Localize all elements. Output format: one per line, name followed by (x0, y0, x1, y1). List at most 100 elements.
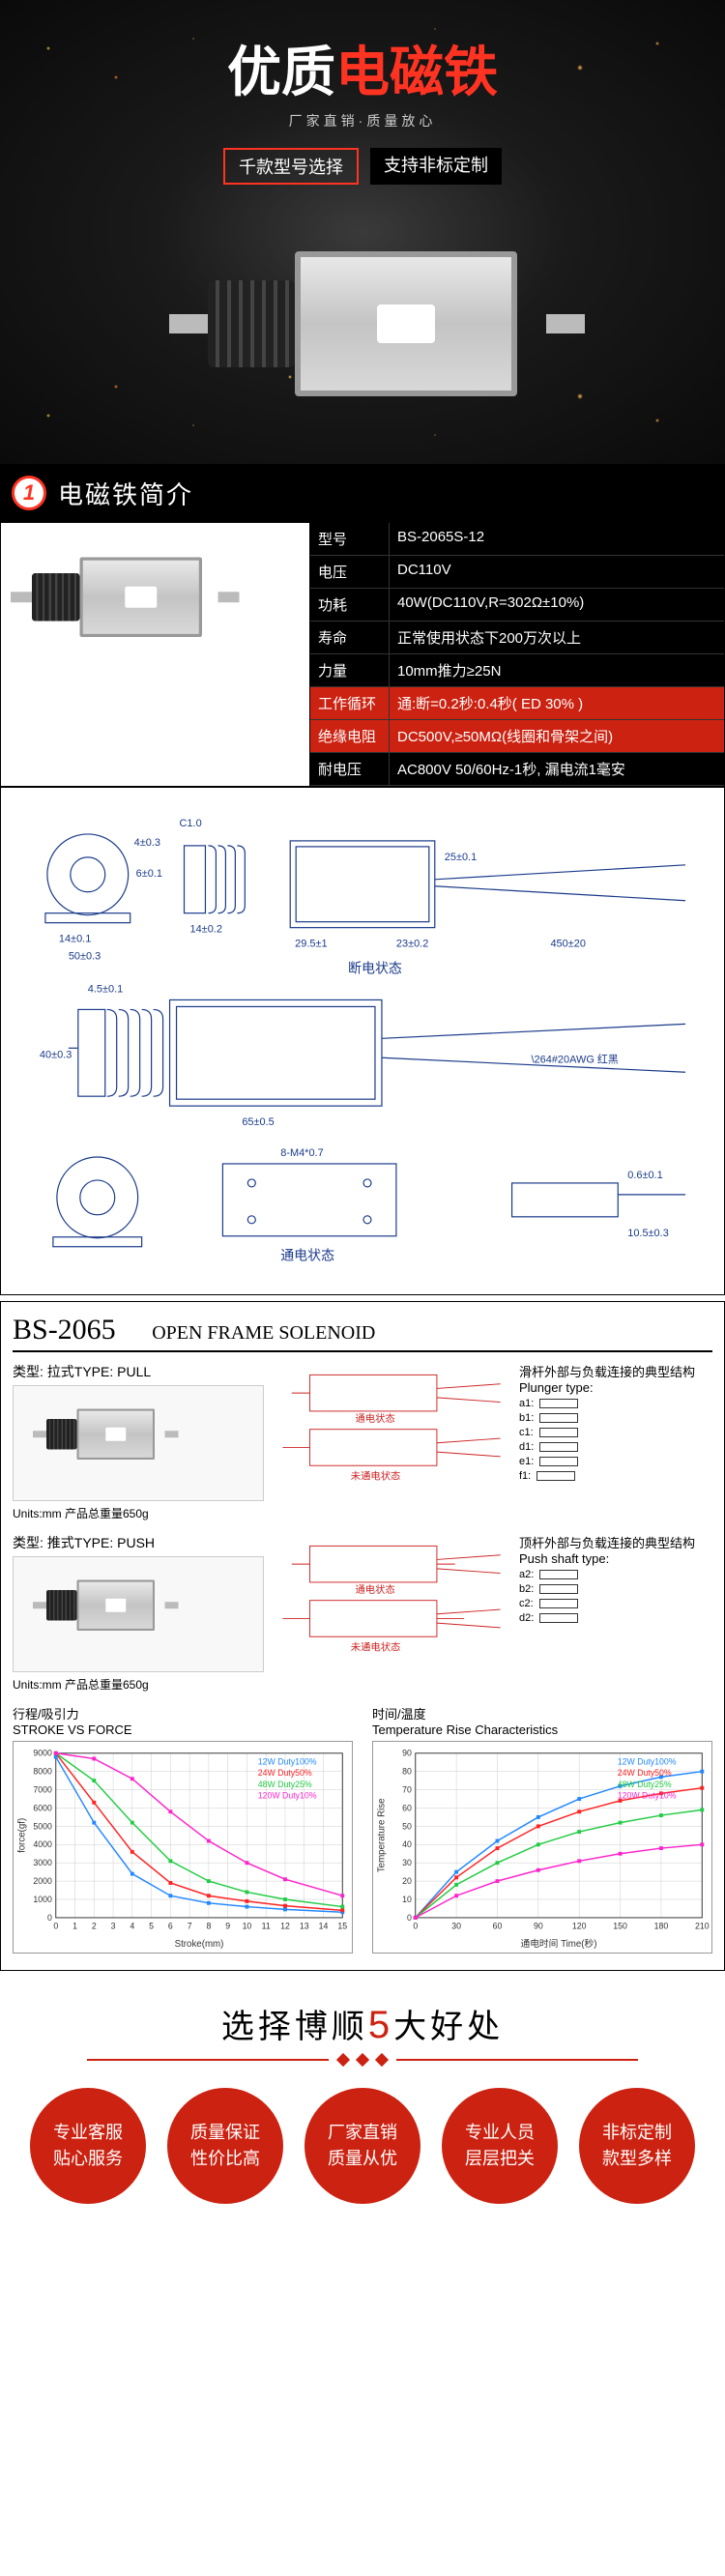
push-schematic: 通电状态 未通电状态 (274, 1533, 509, 1659)
svg-text:12W Duty100%: 12W Duty100% (618, 1756, 677, 1766)
svg-text:29.5±1: 29.5±1 (295, 939, 327, 950)
hero-title-white: 优质 (227, 42, 335, 102)
spec-row: 绝缘电阻DC500V,≥50MΩ(线圈和骨架之间) (310, 720, 724, 753)
svg-text:50: 50 (402, 1821, 412, 1831)
svg-text:2000: 2000 (33, 1876, 52, 1886)
svg-text:C1.0: C1.0 (180, 818, 202, 829)
svg-text:80: 80 (402, 1766, 412, 1776)
svg-text:120W Duty10%: 120W Duty10% (618, 1790, 677, 1800)
hero-title-red: 电磁铁 (335, 42, 498, 102)
svg-text:48W Duty25%: 48W Duty25% (618, 1779, 672, 1788)
benefit-circle: 专业人员层层把关 (442, 2088, 558, 2204)
svg-text:30: 30 (451, 1921, 461, 1930)
plunger-item: c2: (519, 1598, 712, 1609)
svg-text:15: 15 (337, 1921, 347, 1930)
spec-row: 功耗40W(DC110V,R=302Ω±10%) (310, 589, 724, 622)
svg-text:50±0.3: 50±0.3 (69, 951, 101, 963)
hero-product-image (111, 213, 614, 445)
dimension-diagram: 14±0.1 50±0.3 6±0.1 4±0.3 C1.0 14±0.2 29… (0, 787, 725, 1295)
svg-text:8-M4*0.7: 8-M4*0.7 (280, 1147, 323, 1159)
plunger-item: b1: (519, 1412, 712, 1424)
chart-row: 行程/吸引力STROKE VS FORCE 010002000300040005… (13, 1704, 712, 1958)
svg-text:60: 60 (493, 1921, 503, 1930)
benefits-divider (0, 2055, 725, 2065)
hero-tag-models: 千款型号选择 (223, 148, 359, 185)
spec-label: 功耗 (310, 589, 390, 621)
plunger-item: a1: (519, 1398, 712, 1409)
svg-text:5000: 5000 (33, 1821, 52, 1831)
svg-text:24W Duty50%: 24W Duty50% (618, 1768, 672, 1778)
svg-text:40±0.3: 40±0.3 (40, 1049, 72, 1060)
svg-text:6±0.1: 6±0.1 (136, 868, 162, 880)
svg-text:通电时间 Time(秒): 通电时间 Time(秒) (521, 1937, 597, 1950)
spec-value: 通:断=0.2秒:0.4秒( ED 30% ) (390, 687, 724, 719)
spec-block: 型号BS-2065S-12电压DC110V功耗40W(DC110V,R=302Ω… (0, 522, 725, 787)
spec-table: 型号BS-2065S-12电压DC110V功耗40W(DC110V,R=302Ω… (310, 523, 724, 786)
pushshaft-types: 顶杆外部与负载连接的典型结构 Push shaft type: a2:b2:c2… (519, 1533, 712, 1693)
svg-text:3: 3 (111, 1921, 116, 1930)
svg-text:5: 5 (149, 1921, 154, 1930)
svg-text:13: 13 (300, 1921, 309, 1930)
svg-text:12: 12 (280, 1921, 290, 1930)
svg-text:24W Duty50%: 24W Duty50% (258, 1768, 312, 1778)
pull-units: Units:mm 产品总重量650g (13, 1505, 264, 1521)
spec-value: BS-2065S-12 (390, 523, 724, 555)
hero-banner: 优质电磁铁 厂家直销·质量放心 千款型号选择 支持非标定制 (0, 0, 725, 464)
temp-chart: 时间/温度Temperature Rise Characteristics 01… (372, 1704, 712, 1958)
section-1-header: 1 电磁铁简介 (0, 464, 725, 522)
svg-text:10: 10 (402, 1895, 412, 1904)
svg-text:0: 0 (47, 1913, 52, 1923)
svg-text:70: 70 (402, 1784, 412, 1794)
svg-text:force(gf): force(gf) (17, 1817, 28, 1852)
svg-text:180: 180 (654, 1921, 669, 1930)
benefit-circle: 质量保证性价比高 (167, 2088, 283, 2204)
svg-text:未通电状态: 未通电状态 (351, 1640, 401, 1653)
spec-label: 型号 (310, 523, 390, 555)
spec-label: 工作循环 (310, 687, 390, 719)
spec-value: DC110V (390, 556, 724, 588)
svg-text:7: 7 (188, 1921, 192, 1930)
svg-text:48W Duty25%: 48W Duty25% (258, 1779, 312, 1788)
spec-label: 绝缘电阻 (310, 720, 390, 752)
svg-text:9000: 9000 (33, 1748, 52, 1757)
plunger-item: e1: (519, 1456, 712, 1467)
svg-text:断电状态: 断电状态 (348, 961, 402, 976)
push-units: Units:mm 产品总重量650g (13, 1676, 264, 1693)
svg-text:11: 11 (262, 1921, 271, 1930)
svg-text:12W Duty100%: 12W Duty100% (258, 1756, 317, 1766)
spec-row: 耐电压AC800V 50/60Hz-1秒, 漏电流1毫安 (310, 753, 724, 786)
spec-label: 寿命 (310, 622, 390, 653)
svg-text:Temperature Rise: Temperature Rise (377, 1798, 388, 1872)
svg-text:通电状态: 通电状态 (280, 1248, 334, 1263)
svg-text:通电状态: 通电状态 (355, 1412, 394, 1425)
svg-text:8000: 8000 (33, 1766, 52, 1776)
benefits-title: 选择博顺5大好处 (0, 2000, 725, 2047)
push-label: 类型: 推式TYPE: PUSH (13, 1533, 264, 1552)
push-photo (13, 1556, 264, 1672)
spec-row: 力量10mm推力≥25N (310, 654, 724, 687)
svg-text:210: 210 (695, 1921, 710, 1930)
svg-text:1000: 1000 (33, 1895, 52, 1904)
spec-value: 10mm推力≥25N (390, 654, 724, 686)
benefit-circle: 专业客服贴心服务 (30, 2088, 146, 2204)
svg-text:0.6±0.1: 0.6±0.1 (627, 1170, 662, 1181)
spec-value: 40W(DC110V,R=302Ω±10%) (390, 589, 724, 621)
svg-text:4±0.3: 4±0.3 (134, 837, 160, 849)
svg-text:40: 40 (402, 1839, 412, 1849)
diagram-svg: 14±0.1 50±0.3 6±0.1 4±0.3 C1.0 14±0.2 29… (11, 807, 714, 1270)
svg-text:9: 9 (225, 1921, 230, 1930)
svg-text:\264#20AWG 红黑: \264#20AWG 红黑 (532, 1053, 619, 1065)
benefit-circle: 厂家直销质量从优 (304, 2088, 420, 2204)
svg-text:0: 0 (53, 1921, 58, 1930)
svg-text:Stroke(mm): Stroke(mm) (175, 1939, 224, 1950)
svg-text:90: 90 (402, 1748, 412, 1757)
svg-text:10.5±0.3: 10.5±0.3 (627, 1228, 669, 1239)
svg-text:60: 60 (402, 1803, 412, 1812)
svg-text:4.5±0.1: 4.5±0.1 (88, 983, 123, 995)
svg-text:6000: 6000 (33, 1803, 52, 1812)
plunger-item: b2: (519, 1583, 712, 1595)
hero-subtitle: 厂家直销·质量放心 (0, 111, 725, 130)
benefit-circle: 非标定制款型多样 (579, 2088, 695, 2204)
svg-text:150: 150 (613, 1921, 627, 1930)
spec-value: 正常使用状态下200万次以上 (390, 622, 724, 653)
